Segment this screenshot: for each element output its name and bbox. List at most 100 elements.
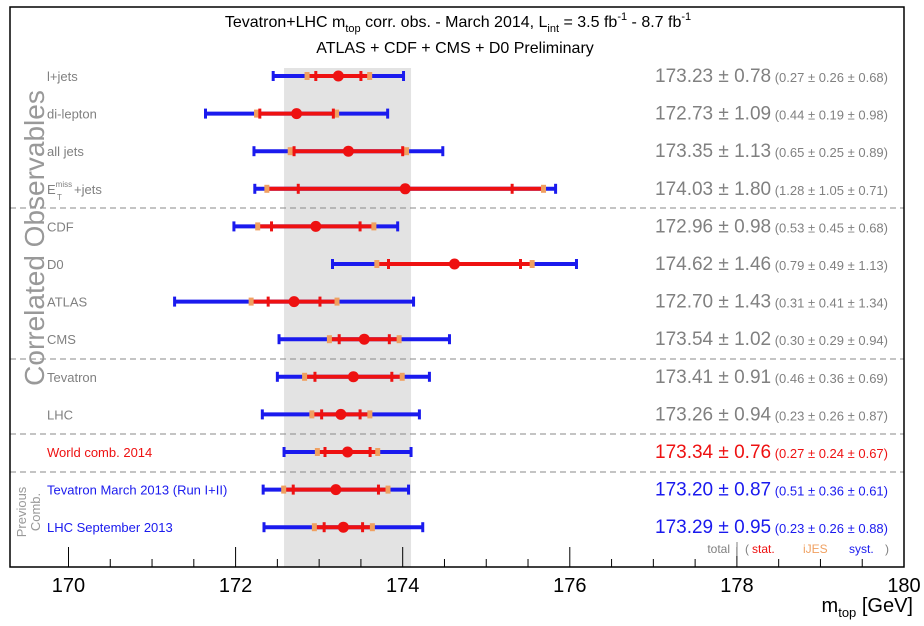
x-axis-label: mtop [GeV] [822, 595, 913, 620]
value-and-total: 172.73 ± 1.09 [655, 104, 771, 125]
x-tick-label: 178 [720, 575, 753, 597]
uncertainty-breakdown: (0.23 ± 0.26 ± 0.87) [771, 408, 888, 423]
measurement-label: Emiss T +jets [47, 180, 102, 202]
ijes-cap-left [326, 335, 332, 344]
label-tail: +jets [74, 182, 102, 197]
measurement-value: 174.03 ± 1.80 (1.28 ± 1.05 ± 0.71) [655, 179, 888, 200]
comb-label: Comb. [28, 493, 43, 531]
legend-close-paren: ) [885, 542, 889, 556]
ijes-cap-left [287, 147, 293, 156]
side-label-correlated-observables: Correlated Observables [19, 90, 50, 386]
ijes-cap-right [334, 109, 340, 118]
uncertainty-breakdown: (1.28 ± 1.05 ± 0.71) [771, 183, 888, 198]
uncertainty-breakdown: (0.51 ± 0.36 ± 0.61) [771, 484, 888, 499]
uncertainty-breakdown: (0.79 ± 0.49 ± 1.13) [771, 258, 888, 273]
label-superscript: miss [56, 180, 72, 189]
measurement-label: D0 [47, 257, 64, 272]
value-and-total: 174.62 ± 1.46 [655, 254, 771, 275]
value-and-total: 172.70 ± 1.43 [655, 292, 771, 313]
central-value-marker [332, 70, 344, 82]
uncertainty-breakdown: (0.27 ± 0.24 ± 0.67) [771, 446, 888, 461]
ijes-cap-left [302, 372, 308, 381]
ijes-cap-right [385, 485, 391, 494]
value-and-total: 173.20 ± 0.87 [655, 480, 771, 501]
measurement-value: 173.34 ± 0.76 (0.27 ± 0.24 ± 0.67) [655, 442, 888, 463]
value-and-total: 173.35 ± 1.13 [655, 141, 771, 162]
ijes-cap-left [314, 448, 320, 456]
measurement-label: CDF [47, 219, 74, 234]
central-value-marker [310, 220, 322, 232]
label-subscript: T [57, 193, 62, 202]
central-value-marker [342, 145, 354, 157]
measurement-value: 173.23 ± 0.78 (0.27 ± 0.26 ± 0.68) [655, 66, 888, 87]
measurement-label: l+jets [47, 69, 78, 84]
plot-frame [9, 6, 905, 568]
ijes-cap-right [541, 184, 547, 193]
ijes-cap-right [404, 147, 410, 156]
value-and-total: 173.34 ± 0.76 [655, 442, 771, 463]
value-and-total: 172.96 ± 0.98 [655, 216, 771, 237]
ijes-cap-left [309, 410, 315, 419]
measurement-value: 173.29 ± 0.95 (0.23 ± 0.26 ± 0.88) [655, 517, 888, 538]
ijes-cap-right [375, 448, 381, 456]
measurement-label: Tevatron March 2013 (Run I+II) [47, 483, 227, 498]
value-and-total: 173.26 ± 0.94 [655, 404, 772, 425]
ijes-cap-left [374, 260, 380, 268]
measurement-label: LHC [47, 407, 73, 422]
measurement-label: Tevatron [47, 370, 97, 385]
chart-title-line2: ATLAS + CDF + CMS + D0 Preliminary [316, 40, 594, 57]
ijes-cap-left [281, 485, 287, 494]
ijes-cap-left [248, 297, 254, 306]
ijes-cap-right [399, 372, 405, 381]
central-value-marker [337, 521, 349, 533]
measurement-value: 173.35 ± 1.13 (0.65 ± 0.25 ± 0.89) [655, 141, 888, 162]
uncertainty-breakdown: (0.23 ± 0.26 ± 0.88) [771, 521, 888, 536]
uncertainty-breakdown: (0.46 ± 0.36 ± 0.69) [771, 371, 888, 386]
uncertainty-breakdown: (0.65 ± 0.25 ± 0.89) [771, 145, 888, 160]
chart-title-line1: Tevatron+LHC mtop corr. obs. - March 201… [225, 11, 691, 35]
x-tick-label: 180 [887, 575, 920, 597]
central-value-marker [335, 408, 347, 420]
central-value-marker [347, 371, 359, 383]
legend-ijes: iJES [803, 542, 828, 556]
measurement-value: 173.26 ± 0.94 (0.23 ± 0.26 ± 0.87) [655, 404, 888, 425]
value-and-total: 173.54 ± 1.02 [655, 329, 771, 350]
ijes-cap-left [304, 72, 310, 80]
measurement-value: 173.20 ± 0.87 (0.51 ± 0.36 ± 0.61) [655, 480, 888, 501]
x-tick-label: 176 [553, 575, 586, 597]
label-main: E [47, 182, 56, 197]
value-and-total: 174.03 ± 1.80 [655, 179, 771, 200]
ijes-cap-right [369, 523, 375, 532]
central-value-marker [288, 296, 300, 308]
measurement-label: di-lepton [47, 107, 97, 122]
ijes-cap-right [367, 410, 373, 419]
central-value-marker [330, 484, 342, 496]
previous-label: Previous [14, 486, 29, 537]
measurement-value: 173.41 ± 0.91 (0.46 ± 0.36 ± 0.69) [655, 367, 888, 388]
measurement-label: all jets [47, 144, 84, 159]
measurement-value: 174.62 ± 1.46 (0.79 ± 0.49 ± 1.13) [655, 254, 888, 275]
ijes-cap-left [264, 184, 270, 193]
legend-syst: syst. [849, 542, 874, 556]
ijes-cap-left [254, 109, 260, 118]
ijes-cap-left [255, 222, 261, 231]
measurement-label: ATLAS [47, 295, 88, 310]
ijes-cap-right [529, 260, 535, 268]
central-value-marker [291, 108, 303, 120]
central-value-marker [342, 446, 354, 458]
legend-total: total [707, 542, 730, 556]
measurement-label: World comb. 2014 [47, 445, 152, 460]
measurement-value: 172.96 ± 0.98 (0.53 ± 0.45 ± 0.68) [655, 216, 888, 237]
measurement-value: 172.73 ± 1.09 (0.44 ± 0.19 ± 0.98) [655, 104, 888, 125]
measurement-value: 172.70 ± 1.43 (0.31 ± 0.41 ± 1.34) [655, 292, 888, 313]
central-value-marker [448, 258, 460, 270]
measurement-value: 173.54 ± 1.02 (0.30 ± 0.29 ± 0.94) [655, 329, 888, 350]
x-tick-label: 174 [386, 575, 419, 597]
uncertainty-breakdown: (0.31 ± 0.41 ± 1.34) [771, 296, 888, 311]
ijes-cap-right [334, 297, 340, 306]
uncertainty-breakdown: (0.44 ± 0.19 ± 0.98) [771, 108, 888, 123]
ijes-cap-left [311, 523, 317, 532]
ijes-cap-right [396, 335, 402, 344]
world-average-band [284, 68, 412, 567]
